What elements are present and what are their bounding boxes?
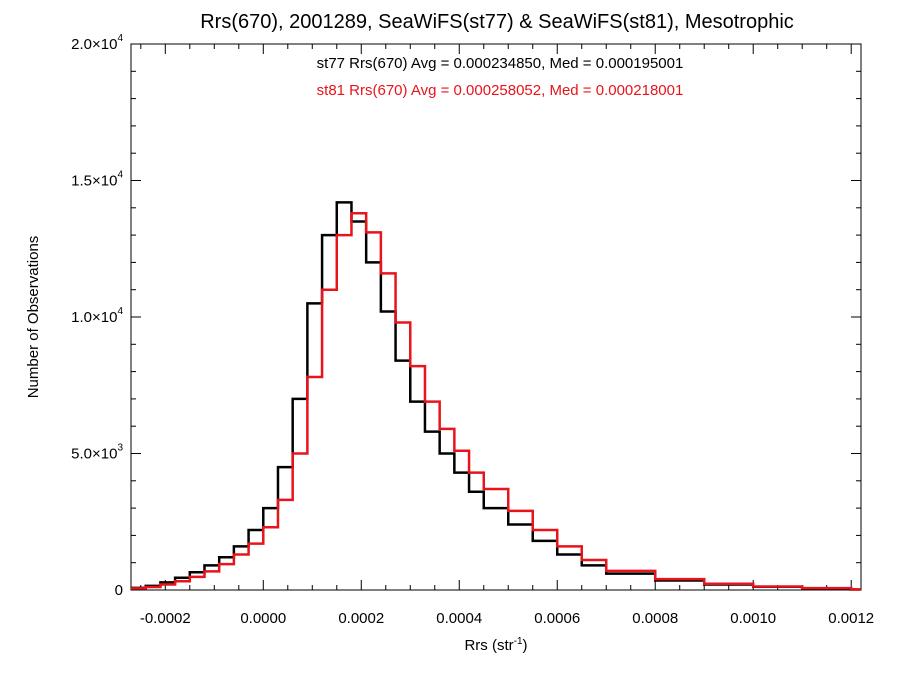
x-tick-label: 0.0000 [240, 610, 286, 627]
y-tick-label: 2.0×104 [71, 33, 123, 53]
chart-title: Rrs(670), 2001289, SeaWiFS(st77) & SeaWi… [200, 11, 794, 33]
y-tick-label: 1.5×104 [71, 170, 123, 190]
x-tick-label: 0.0004 [436, 610, 482, 627]
annotation-st77: st77 Rrs(670) Avg = 0.000234850, Med = 0… [317, 55, 684, 72]
x-tick-label: -0.0002 [140, 610, 191, 627]
y-tick-label: 1.0×104 [71, 306, 123, 326]
y-tick-mantissa: 1.0×10 [71, 309, 117, 326]
y-tick-mantissa: 1.5×10 [71, 173, 117, 190]
x-axis: -0.0002 0.0000 0.0002 0.0004 0.0006 0.0008 0.0… [140, 44, 874, 627]
y-tick-exponent: 4 [117, 33, 123, 44]
annotation-st81: st81 Rrs(670) Avg = 0.000258052, Med = 0… [317, 82, 684, 99]
y-tick-exponent: 3 [117, 443, 123, 454]
series-st77-line [131, 201, 861, 591]
x-axis-label-sup: -1 [514, 636, 523, 647]
y-tick-mantissa: 2.0×10 [71, 36, 117, 53]
y-tick-exponent: 4 [117, 170, 123, 181]
x-tick-label: 0.0010 [730, 610, 776, 627]
y-tick-label: 5.0×103 [71, 443, 123, 463]
x-tick-label: 0.0008 [632, 610, 678, 627]
x-axis-label: Rrs (str-1) [464, 636, 527, 654]
y-tick-mantissa: 5.0×10 [71, 446, 117, 463]
series-group [131, 201, 861, 591]
y-tick-mantissa: 0 [115, 582, 123, 599]
series-st81-line [131, 212, 861, 591]
x-axis-label-close: ) [523, 637, 528, 654]
y-tick-exponent: 4 [117, 306, 123, 317]
x-tick-label: 0.0006 [534, 610, 580, 627]
x-tick-label: 0.0002 [338, 610, 384, 627]
y-axis-label: Number of Observations [25, 236, 42, 399]
x-tick-label: 0.0012 [828, 610, 874, 627]
y-tick-label: 0 [115, 582, 123, 599]
x-axis-label-base: Rrs (str [464, 637, 513, 654]
